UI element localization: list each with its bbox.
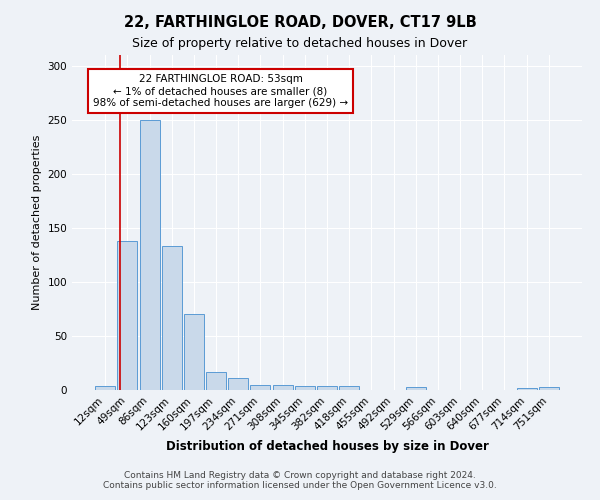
Y-axis label: Number of detached properties: Number of detached properties xyxy=(32,135,42,310)
X-axis label: Distribution of detached houses by size in Dover: Distribution of detached houses by size … xyxy=(166,440,488,453)
Bar xyxy=(317,386,337,390)
Bar xyxy=(228,378,248,390)
Text: 22, FARTHINGLOE ROAD, DOVER, CT17 9LB: 22, FARTHINGLOE ROAD, DOVER, CT17 9LB xyxy=(124,15,476,30)
Bar xyxy=(295,386,315,390)
Bar xyxy=(539,387,559,390)
Bar xyxy=(162,246,182,390)
Text: Size of property relative to detached houses in Dover: Size of property relative to detached ho… xyxy=(133,38,467,51)
Bar xyxy=(272,384,293,390)
Text: 22 FARTHINGLOE ROAD: 53sqm
← 1% of detached houses are smaller (8)
98% of semi-d: 22 FARTHINGLOE ROAD: 53sqm ← 1% of detac… xyxy=(93,74,348,108)
Bar xyxy=(206,372,226,390)
Bar xyxy=(95,386,115,390)
Bar xyxy=(250,384,271,390)
Bar xyxy=(140,120,160,390)
Bar xyxy=(184,314,204,390)
Text: Contains HM Land Registry data © Crown copyright and database right 2024.
Contai: Contains HM Land Registry data © Crown c… xyxy=(103,470,497,490)
Bar xyxy=(339,386,359,390)
Bar xyxy=(118,241,137,390)
Bar xyxy=(517,388,536,390)
Bar xyxy=(406,387,426,390)
